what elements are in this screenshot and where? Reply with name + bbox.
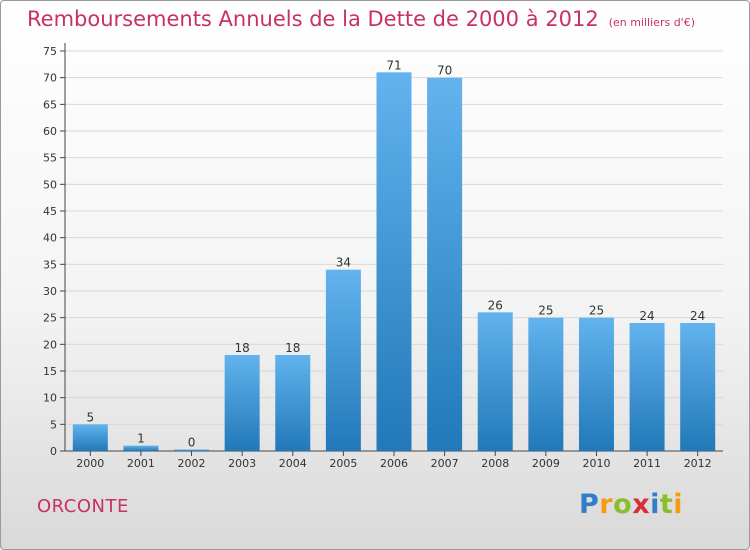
bar-2008 <box>477 312 513 451</box>
y-tick-label: 65 <box>43 98 57 111</box>
y-tick-label: 70 <box>43 72 57 85</box>
brand-logo-letter: o <box>613 489 633 520</box>
value-label: 0 <box>188 436 196 450</box>
value-label: 70 <box>437 64 452 78</box>
bar-2003 <box>224 355 260 451</box>
brand-logo-letter: i <box>673 489 684 520</box>
y-tick-label: 75 <box>43 45 57 58</box>
value-label: 34 <box>336 256 351 270</box>
bar-2000 <box>72 424 108 451</box>
y-tick-label: 0 <box>50 445 57 458</box>
bar-2001 <box>123 445 159 451</box>
bar-2005 <box>325 269 361 451</box>
brand-logo-letter: x <box>632 489 651 520</box>
x-tick-label: 2000 <box>76 457 104 470</box>
y-tick-label: 50 <box>43 178 57 191</box>
chart-title-text: Remboursements Annuels de la Dette de 20… <box>27 7 599 31</box>
x-tick-label: 2010 <box>582 457 610 470</box>
x-tick-label: 2006 <box>380 457 408 470</box>
x-tick-label: 2008 <box>481 457 509 470</box>
value-label: 18 <box>235 341 250 355</box>
x-tick-label: 2005 <box>329 457 357 470</box>
bar-2004 <box>275 355 311 451</box>
bar-2012 <box>680 323 716 451</box>
value-label: 25 <box>538 304 553 318</box>
y-tick-label: 20 <box>43 338 57 351</box>
commune-name: ORCONTE <box>37 496 129 517</box>
brand-logo-letter: i <box>650 489 660 520</box>
brand-logo-letter: r <box>599 489 614 520</box>
x-tick-label: 2007 <box>431 457 459 470</box>
bar-layer <box>72 72 716 452</box>
value-label: 71 <box>386 58 401 72</box>
value-label: 18 <box>285 341 300 355</box>
x-tick-label: 2009 <box>532 457 560 470</box>
x-tick-label: 2004 <box>279 457 307 470</box>
bar-2002 <box>174 449 210 451</box>
brand-logo-letter: t <box>659 489 674 520</box>
bar-2010 <box>578 317 614 451</box>
y-tick-label: 5 <box>50 418 57 431</box>
y-tick-label: 45 <box>43 205 57 218</box>
value-label: 5 <box>86 410 94 424</box>
brand-logo-letter: P <box>579 489 600 520</box>
value-label: 25 <box>589 304 604 318</box>
value-label: 24 <box>690 309 705 323</box>
y-tick-label: 35 <box>43 258 57 271</box>
y-tick-label: 10 <box>43 392 57 405</box>
chart-unit-note: (en milliers d'€) <box>608 16 695 29</box>
x-tick-label: 2001 <box>127 457 155 470</box>
bar-2011 <box>629 323 665 451</box>
y-tick-label: 25 <box>43 312 57 325</box>
bar-2007 <box>427 77 463 452</box>
x-tick-label: 2003 <box>228 457 256 470</box>
y-tick-label: 40 <box>43 232 57 245</box>
y-tick-label: 30 <box>43 285 57 298</box>
value-label: 26 <box>488 298 503 312</box>
label-layer: 5 1 0 18 18 34 71 70 26 25 25 24 24 <box>86 58 705 449</box>
value-label: 1 <box>137 432 145 446</box>
chart-title: Remboursements Annuels de la Dette de 20… <box>27 7 695 31</box>
x-tick-label: 2012 <box>684 457 712 470</box>
y-tick-label: 15 <box>43 365 57 378</box>
x-tick-label: 2002 <box>178 457 206 470</box>
bar-2009 <box>528 317 564 451</box>
y-tick-label: 55 <box>43 152 57 165</box>
brand-logo: Proxiti <box>579 489 683 520</box>
bar-2006 <box>376 72 412 451</box>
value-label: 24 <box>639 309 654 323</box>
y-tick-label: 60 <box>43 125 57 138</box>
x-tick-label: 2011 <box>633 457 661 470</box>
